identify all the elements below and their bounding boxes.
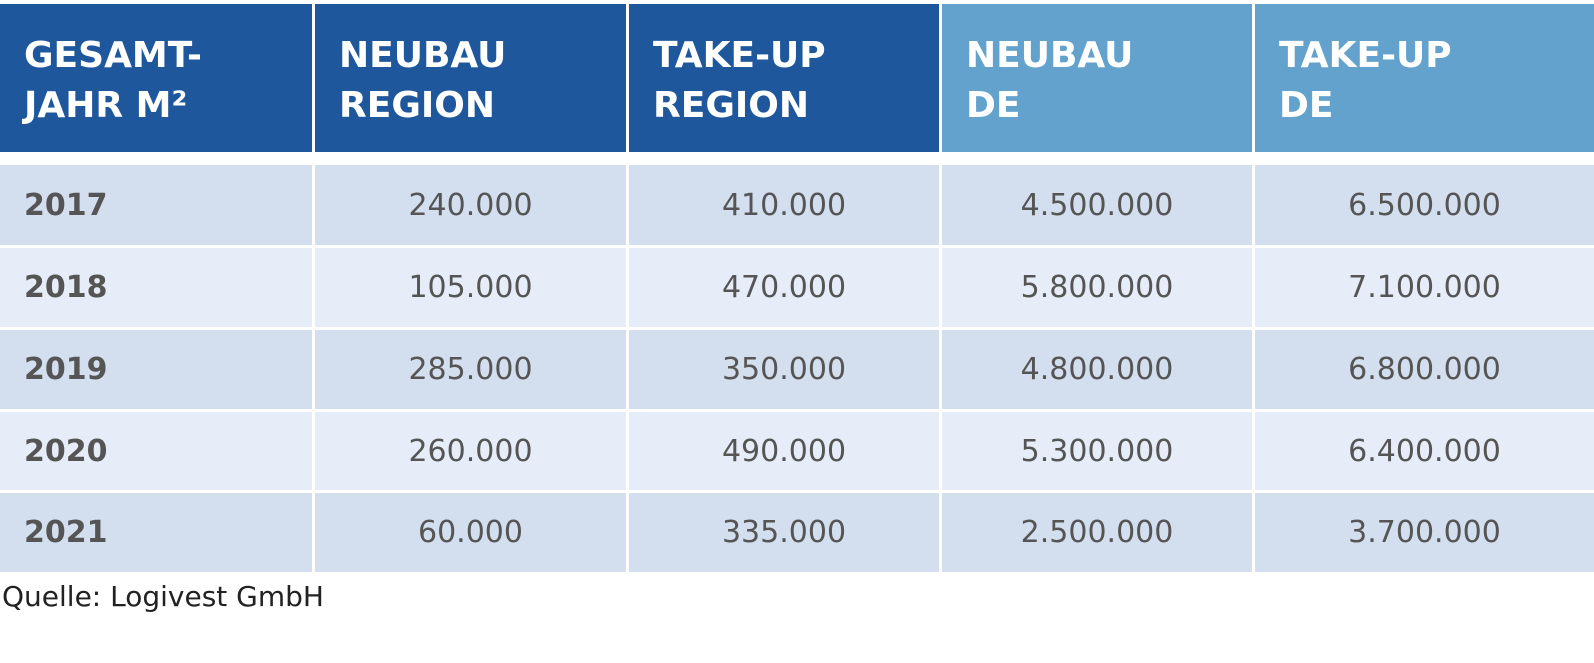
year-cell: 2017 <box>0 165 312 245</box>
header-line: GESAMT- <box>24 35 202 76</box>
value-cell: 285.000 <box>315 330 626 409</box>
value-cell: 335.000 <box>629 493 939 572</box>
value-cell: 260.000 <box>315 412 626 490</box>
value-cell: 410.000 <box>629 165 939 245</box>
header-line: REGION <box>339 85 495 126</box>
year-cell: 2019 <box>0 330 312 409</box>
header-line: DE <box>1279 85 1334 126</box>
value-cell: 6.500.000 <box>1255 165 1594 245</box>
header-line: JAHR M² <box>24 85 188 126</box>
value-cell: 4.500.000 <box>942 165 1252 245</box>
header-cell: NEUBAU DE <box>942 4 1252 152</box>
header-line: TAKE-UP <box>1279 35 1452 76</box>
header-line: TAKE-UP <box>653 35 826 76</box>
value-cell: 105.000 <box>315 248 626 327</box>
header-cell: TAKE-UP DE <box>1255 4 1594 152</box>
value-cell: 240.000 <box>315 165 626 245</box>
year-cell: 2021 <box>0 493 312 572</box>
header-cell: TAKE-UP REGION <box>629 4 939 152</box>
value-cell: 5.800.000 <box>942 248 1252 327</box>
year-cell: 2018 <box>0 248 312 327</box>
value-cell: 3.700.000 <box>1255 493 1594 572</box>
value-cell: 350.000 <box>629 330 939 409</box>
value-cell: 60.000 <box>315 493 626 572</box>
value-cell: 4.800.000 <box>942 330 1252 409</box>
value-cell: 6.400.000 <box>1255 412 1594 490</box>
source-note: Quelle: Logivest GmbH <box>2 580 324 613</box>
header-line: DE <box>966 85 1021 126</box>
value-cell: 2.500.000 <box>942 493 1252 572</box>
year-cell: 2020 <box>0 412 312 490</box>
value-cell: 6.800.000 <box>1255 330 1594 409</box>
value-cell: 7.100.000 <box>1255 248 1594 327</box>
header-line: REGION <box>653 85 809 126</box>
value-cell: 490.000 <box>629 412 939 490</box>
header-line: NEUBAU <box>339 35 507 76</box>
value-cell: 5.300.000 <box>942 412 1252 490</box>
header-cell: NEUBAU REGION <box>315 4 626 152</box>
header-line: NEUBAU <box>966 35 1134 76</box>
value-cell: 470.000 <box>629 248 939 327</box>
header-cell: GESAMT- JAHR M² <box>0 4 312 152</box>
